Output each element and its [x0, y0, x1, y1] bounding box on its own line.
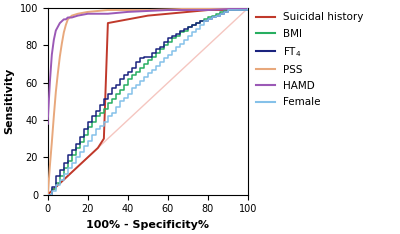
- Legend: Suicidal history, BMI, FT$_4$, PSS, HAMD, Female: Suicidal history, BMI, FT$_4$, PSS, HAMD…: [252, 8, 368, 112]
- Y-axis label: Sensitivity: Sensitivity: [4, 68, 14, 135]
- X-axis label: 100% - Specificity%: 100% - Specificity%: [86, 220, 210, 230]
